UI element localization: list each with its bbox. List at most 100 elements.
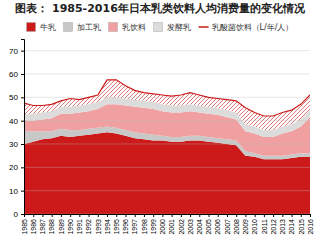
x-tick-label: 2015 xyxy=(298,219,305,235)
plot: 0102030405060701985198619871988198919901… xyxy=(9,40,314,235)
y-tick-mark xyxy=(21,74,24,75)
y-tick: 10 xyxy=(9,187,24,196)
x-tick-mark xyxy=(199,214,200,217)
x-tick-label: 2010 xyxy=(251,219,258,235)
x-tick-label: 1990 xyxy=(67,219,74,235)
x-tick: 2015 xyxy=(298,214,305,235)
x-tick: 2002 xyxy=(178,214,185,235)
x-tick: 2014 xyxy=(288,214,295,235)
x-axis: 1985198619871988198919901991199219931994… xyxy=(21,214,314,235)
x-tick-mark xyxy=(52,214,53,217)
marks xyxy=(24,80,310,214)
legend-swatch xyxy=(199,26,209,28)
x-tick: 1991 xyxy=(76,214,83,235)
x-tick: 2012 xyxy=(270,214,277,235)
x-tick: 2001 xyxy=(168,214,175,235)
line-marks xyxy=(24,80,310,116)
x-tick-mark xyxy=(98,214,99,217)
x-tick: 1986 xyxy=(30,214,37,235)
y-tick-label: 40 xyxy=(9,117,18,126)
x-tick-mark xyxy=(236,214,237,217)
x-tick: 1998 xyxy=(141,214,148,235)
x-tick-label: 1991 xyxy=(76,219,83,235)
legend-item: 加工乳 xyxy=(64,23,101,32)
y-tick: 60 xyxy=(9,70,24,79)
x-tick-mark xyxy=(79,214,80,217)
x-tick-label: 1998 xyxy=(141,219,148,235)
x-tick-label: 1987 xyxy=(39,219,46,235)
x-tick: 1985 xyxy=(21,214,28,235)
x-tick: 1993 xyxy=(95,214,102,235)
x-tick-label: 1994 xyxy=(104,219,111,235)
x-tick-mark xyxy=(125,214,126,217)
y-tick: 70 xyxy=(9,47,24,56)
x-tick-mark xyxy=(116,214,117,217)
legend-item: 牛乳 xyxy=(27,23,56,32)
x-tick-mark xyxy=(245,214,246,217)
chart: 图表： 1985-2016年日本乳类饮料人均消费量的变化情况牛乳加工乳乳饮料发酵… xyxy=(0,0,320,240)
y-tick-mark xyxy=(21,191,24,192)
y-tick-label: 20 xyxy=(9,163,18,172)
y-tick-mark xyxy=(21,144,24,145)
x-tick: 1989 xyxy=(58,214,65,235)
legend: 牛乳加工乳 乳饮料 发酵乳 乳酸菌饮料（L/年/人） xyxy=(27,23,294,32)
y-tick-mark xyxy=(21,214,24,215)
x-tick: 2003 xyxy=(187,214,194,235)
x-tick-label: 2000 xyxy=(159,219,166,235)
legend-label: 发酵乳 xyxy=(167,23,191,32)
x-tick: 1992 xyxy=(85,214,92,235)
x-tick-mark xyxy=(273,214,274,217)
x-axis-line xyxy=(25,215,311,218)
x-tick-label: 1986 xyxy=(30,219,37,235)
x-tick-label: 2003 xyxy=(187,219,194,235)
x-tick-mark xyxy=(24,214,25,217)
x-tick-label: 2013 xyxy=(279,219,286,235)
legend-label: 乳饮料 xyxy=(122,23,146,32)
legend-swatch xyxy=(154,23,163,32)
legend-swatch xyxy=(27,23,36,32)
x-tick: 2000 xyxy=(159,214,166,235)
grid-line xyxy=(24,50,310,51)
grid-line xyxy=(24,74,310,75)
x-tick-label: 2012 xyxy=(270,219,277,235)
y-tick-label: 50 xyxy=(9,93,18,102)
line xyxy=(24,80,310,116)
x-tick-mark xyxy=(181,214,182,217)
x-tick-label: 2001 xyxy=(168,219,175,235)
grid-line xyxy=(24,120,310,121)
y-tick-label: 70 xyxy=(9,47,18,56)
legend-label: 乳酸菌饮料（L/年/人） xyxy=(212,23,294,32)
x-tick-mark xyxy=(209,214,210,217)
grid xyxy=(24,51,310,214)
x-tick-mark xyxy=(162,214,163,217)
x-tick: 2010 xyxy=(251,214,258,235)
y-tick: 30 xyxy=(9,140,24,149)
x-tick: 2009 xyxy=(242,214,249,235)
x-tick-label: 2016 xyxy=(307,219,314,235)
x-tick: 1999 xyxy=(150,214,157,235)
x-tick-label: 1996 xyxy=(122,219,129,235)
y-tick-label: 10 xyxy=(9,187,18,196)
x-tick: 2004 xyxy=(196,214,203,235)
x-tick-mark xyxy=(61,214,62,217)
x-tick-mark xyxy=(153,214,154,217)
x-tick: 1994 xyxy=(104,214,111,235)
legend-swatch xyxy=(64,23,73,32)
x-tick-mark xyxy=(89,214,90,217)
grid-line xyxy=(24,144,310,145)
y-tick-mark xyxy=(21,51,24,52)
x-tick-mark xyxy=(227,214,228,217)
x-tick-label: 1985 xyxy=(21,219,28,235)
grid-line xyxy=(24,167,310,168)
x-tick-mark xyxy=(144,214,145,217)
y-axis: 010203040506070 xyxy=(9,40,24,220)
x-tick-mark xyxy=(107,214,108,217)
x-tick-label: 2007 xyxy=(224,219,231,235)
y-tick-mark xyxy=(21,121,24,122)
x-tick-mark xyxy=(301,214,302,217)
x-tick-label: 1992 xyxy=(85,219,92,235)
legend-label: 牛乳 xyxy=(40,23,56,32)
y-axis-line xyxy=(21,40,25,215)
legend-item: 乳酸菌饮料（L/年/人） xyxy=(199,23,294,32)
x-tick: 2005 xyxy=(205,214,212,235)
